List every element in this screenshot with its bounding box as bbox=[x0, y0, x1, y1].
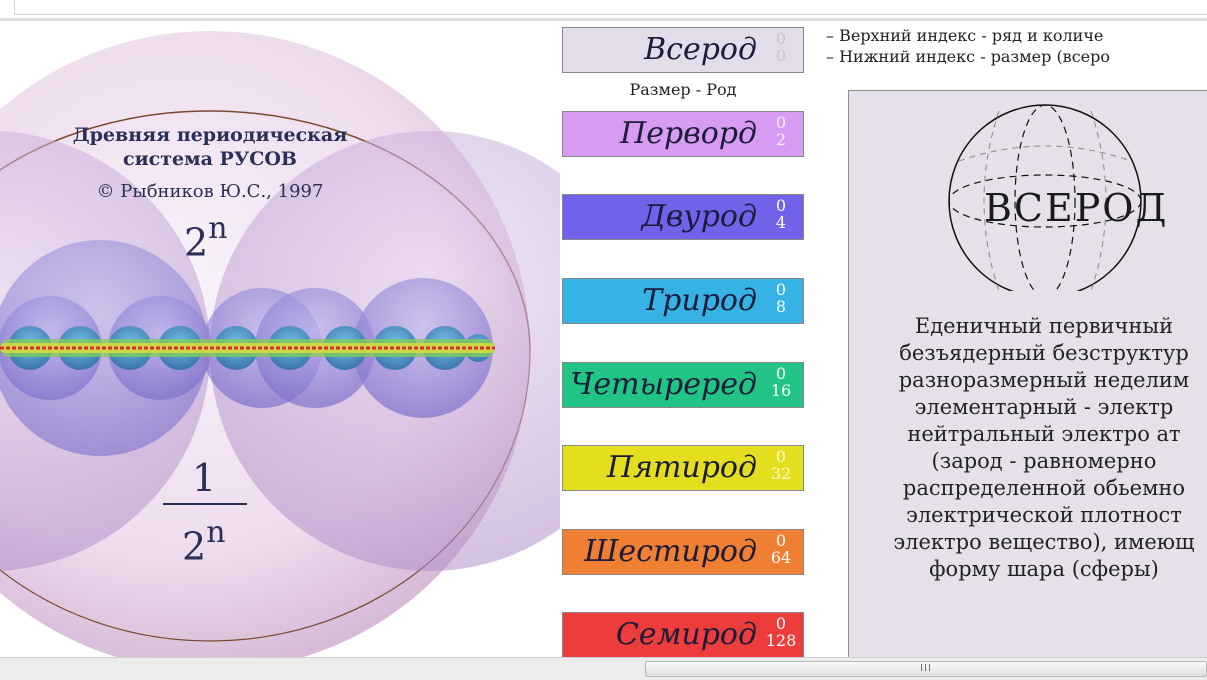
rod-index: 0 32 bbox=[763, 448, 799, 482]
vserod-description-panel: ВСЕРОД Еденичный первичный безъядерный б… bbox=[848, 90, 1207, 657]
rod-lower-index: 32 bbox=[770, 464, 792, 483]
size-caption: Размер - Род bbox=[629, 80, 737, 99]
rod-upper-index: 0 bbox=[775, 29, 787, 48]
description-line: элементарный - электр bbox=[914, 395, 1174, 419]
rod-upper-index: 0 bbox=[775, 614, 787, 633]
description-line: разноразмерный неделим bbox=[898, 368, 1190, 392]
rod-lower-index: 8 bbox=[775, 297, 787, 316]
rod-lower-index: 0 bbox=[775, 46, 787, 65]
formula-exponent: n bbox=[208, 211, 228, 246]
rod-upper-index: 0 bbox=[775, 280, 787, 299]
rod-lower-index: 2 bbox=[775, 130, 787, 149]
rod-upper-index: 0 bbox=[775, 447, 787, 466]
rod-upper-index: 0 bbox=[775, 531, 787, 550]
rod-box-chetyrerod: Четыреред 0 16 bbox=[562, 362, 804, 408]
rod-upper-index: 0 bbox=[775, 364, 787, 383]
rod-name: Пятирод bbox=[606, 450, 757, 485]
rod-index: 0 128 bbox=[763, 615, 799, 649]
rod-name: Всерод bbox=[644, 32, 757, 67]
diagram-title: Древняя периодическая система РУСОВ bbox=[72, 124, 348, 170]
rod-upper-index: 0 bbox=[775, 196, 787, 215]
rod-lower-index: 64 bbox=[770, 548, 792, 567]
denominator-exponent: n bbox=[206, 515, 226, 550]
rod-box-shestirod: Шестирод 0 64 bbox=[562, 529, 804, 575]
rod-index: 0 16 bbox=[763, 365, 799, 399]
rod-name: Двурод bbox=[641, 199, 757, 234]
scrollbar-grip-icon: III bbox=[920, 663, 932, 674]
fraction-numerator: 1 bbox=[192, 456, 217, 500]
rod-name: Семирод bbox=[615, 617, 757, 652]
vserod-sphere-label: ВСЕРОД bbox=[984, 186, 1169, 230]
index-legend: – Верхний индекс - ряд и количе – Нижний… bbox=[826, 25, 1207, 67]
rod-lower-index: 4 bbox=[775, 213, 787, 232]
description-line: форму шара (сферы) bbox=[929, 557, 1159, 581]
description-line: электрической плотност bbox=[906, 503, 1182, 527]
fraction-line bbox=[163, 503, 247, 505]
legend-lower-index: – Нижний индекс - размер (всеро bbox=[826, 47, 1110, 66]
nested-spheres-illustration bbox=[0, 31, 560, 657]
fraction-denominator: 2n bbox=[182, 515, 226, 569]
rod-name: Четыреред bbox=[570, 367, 757, 402]
rod-name: Перворд bbox=[620, 116, 757, 151]
description-line: Еденичный первичный bbox=[914, 314, 1174, 338]
formula-base: 2 bbox=[184, 220, 209, 265]
toolbar-frame bbox=[14, 0, 1207, 15]
rod-name: Трирод bbox=[642, 283, 757, 318]
top-toolbar-strip bbox=[0, 0, 1207, 21]
vserod-description: Еденичный первичный безъядерный безструк… bbox=[849, 313, 1207, 583]
rod-name: Шестирод bbox=[584, 534, 757, 569]
diagram-canvas: Древняя периодическая система РУСОВ © Ры… bbox=[0, 21, 1207, 657]
description-line: безъядерный безструктур bbox=[899, 341, 1189, 365]
denominator-base: 2 bbox=[182, 524, 207, 569]
legend-upper-index: – Верхний индекс - ряд и количе bbox=[826, 26, 1104, 45]
scrollbar-thumb[interactable]: III bbox=[645, 661, 1207, 677]
bead-chain bbox=[0, 339, 495, 357]
copyright-note: © Рыбников Ю.С., 1997 bbox=[96, 181, 324, 202]
description-line: нейтральный электро ат bbox=[907, 422, 1181, 446]
rod-upper-index: 0 bbox=[775, 113, 787, 132]
description-line: (зарод - равномерно bbox=[931, 449, 1157, 473]
rod-index: 0 64 bbox=[763, 532, 799, 566]
description-line: распределенной обьемно bbox=[902, 476, 1186, 500]
formula-power: 2n bbox=[184, 211, 228, 265]
rod-lower-index: 16 bbox=[770, 381, 792, 400]
rod-box-pyatirod: Пятирод 0 32 bbox=[562, 445, 804, 491]
rod-box-semirod: Семирод 0 128 bbox=[562, 612, 804, 657]
rod-lower-index: 128 bbox=[765, 631, 797, 650]
horizontal-scrollbar[interactable]: III bbox=[0, 657, 1207, 680]
vserod-sphere-icon bbox=[948, 104, 1142, 291]
description-line: электро вещество), имеющ bbox=[893, 530, 1195, 554]
